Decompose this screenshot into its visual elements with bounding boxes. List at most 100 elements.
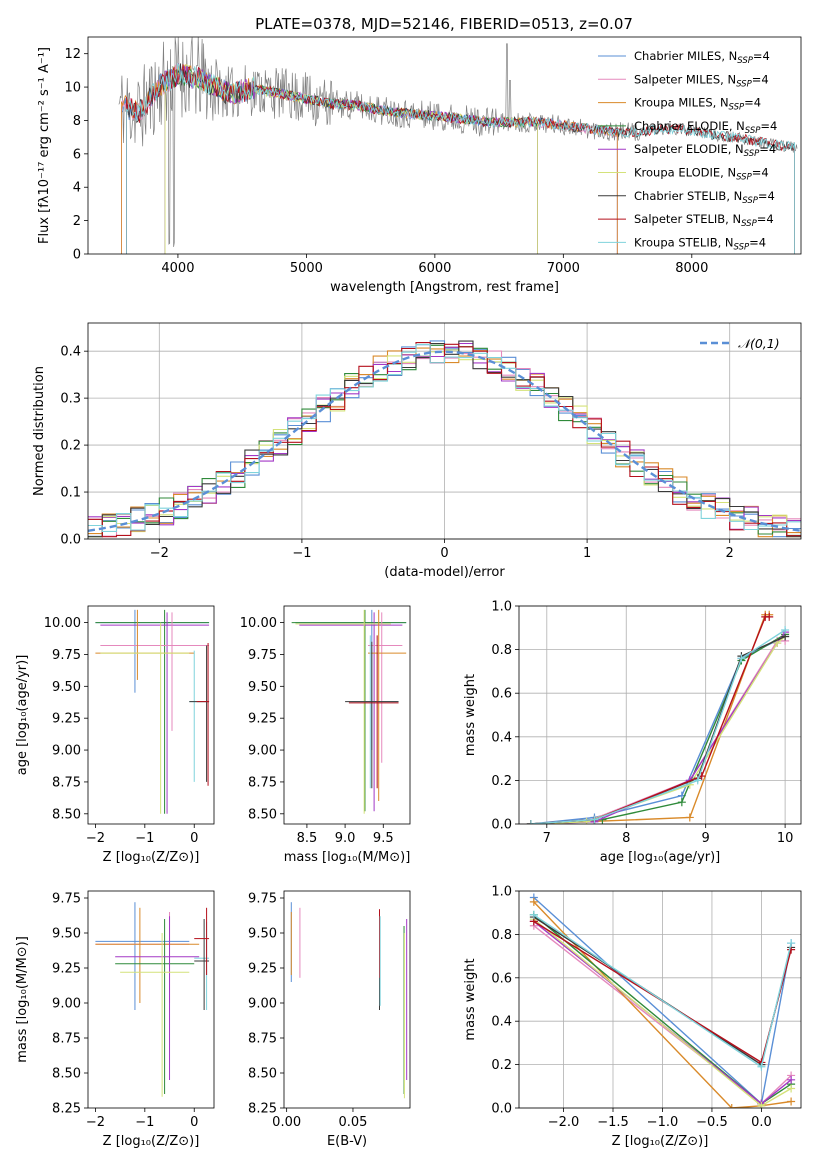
y-tick-label: 0.6 [491,687,512,702]
y-tick-label: 8.50 [52,807,81,822]
weight-curve [533,901,792,1108]
y-tick-label: 9.00 [52,997,81,1012]
y-tick-label: 9.75 [52,892,81,907]
weight-curve [530,614,770,824]
y-tick-label: 9.00 [248,744,277,759]
y-tick-label: 9.50 [52,927,81,942]
y-tick-label: 8.75 [52,1032,81,1047]
residuals-panel: −2 −1 0 1 2 0.0 0.1 0.2 0.3 0.4 (data-model)/error… [32,322,802,580]
x-axis-label: mass [log₁₀(M/M⊙)] [284,850,411,865]
x-tick-label: −1.5 [597,1115,629,1130]
spectrum-panel: 4000 5000 6000 7000 8000 0 2 4 6 8 10 12 wavelength … [37,36,802,295]
x-tick-label: 8.5 [297,831,318,846]
axis-ticks: 7 8 9 10 0.0 0.2 0.4 0.6 0.8 1.0 [491,600,793,847]
y-tick-label: 8.75 [248,1032,277,1047]
weight-marker [787,1097,796,1106]
axes-frame [87,890,215,1109]
x-axis-label: Z [log₁₀(Z/Z⊙)] [612,1134,709,1149]
y-tick-label: 0 [73,248,81,263]
y-axis-label: Flux [fλ10⁻¹⁷ erg cm⁻² s⁻¹ A⁻¹] [37,47,52,244]
x-tick-label: −1 [292,546,311,561]
weight-curve [530,629,786,824]
x-tick-label: 8 [622,831,630,846]
weight-marker [529,910,538,919]
legend-label: Chabrier MILES, NSSP=4 [634,49,770,66]
age-vs-metallicity-panel: −2 −1 0 8.50 8.75 9.00 9.25 9.50 9.75 10.00 Z [log… [15,605,215,865]
y-tick-label: 0.8 [491,643,512,658]
weight-marker [781,625,790,634]
weight-marker [693,776,702,785]
axes-frame [87,605,215,825]
y-tick-label: 0.0 [491,818,512,833]
x-tick-label: −2 [86,831,105,846]
plot-area [118,37,798,254]
x-axis-label: E(B-V) [327,1134,367,1149]
x-tick-label: −1 [135,831,154,846]
axis-ticks: −2 −1 0 8.50 8.75 9.00 9.25 9.50 9.75 10.00 [44,616,199,846]
x-tick-label: 4000 [161,261,194,276]
y-tick-label: 6 [73,147,81,162]
y-tick-label: 9.75 [248,892,277,907]
x-axis-label: Z [log₁₀(Z/Z⊙)] [103,1134,200,1149]
y-axis-label: age [log₁₀(age/yr)] [15,655,30,776]
x-axis-label: (data-model)/error [384,565,505,580]
y-tick-label: 9.25 [52,962,81,977]
x-tick-label: 0.05 [338,1115,367,1130]
mass-vs-metallicity-panel: −2 −1 0 8.25 8.50 8.75 9.00 9.25 9.50 9.75 Z [log₁… [15,890,215,1149]
plot-area [529,893,796,1108]
x-axis-label: age [log₁₀(age/yr)] [600,850,721,865]
y-tick-label: 0.3 [60,392,81,407]
weight-curve [530,616,770,824]
x-tick-label: −0.5 [696,1115,728,1130]
y-tick-label: 8.50 [248,1067,277,1082]
y-tick-label: 0.2 [491,774,512,789]
plot-area [88,340,801,538]
weight-marker [757,1062,766,1071]
spectrum-legend: Chabrier MILES, NSSP=4 Salpeter MILES, NS… [598,49,777,252]
legend-label: Kroupa STELIB, NSSP=4 [634,235,766,252]
grid-lines [519,605,801,825]
y-tick-label: 0.1 [60,486,81,501]
y-tick-label: 9.00 [248,997,277,1012]
weight-marker [757,1101,766,1108]
x-tick-label: 5000 [290,261,323,276]
mass-vs-extinction-panel: 0.00 0.05 8.25 8.50 8.75 9.00 9.25 9.50 9.75 E(B-… [248,890,411,1149]
x-tick-label: 7 [543,831,551,846]
x-axis-label: Z [log₁₀(Z/Z⊙)] [103,850,200,865]
y-tick-label: 9.50 [248,927,277,942]
y-tick-label: 9.25 [248,712,277,727]
legend-label: Kroupa ELODIE, NSSP=4 [634,166,769,183]
y-tick-label: 8.75 [52,775,81,790]
plot-area [526,610,790,824]
x-tick-label: 6000 [418,261,451,276]
legend-label: Kroupa MILES, NSSP=4 [634,96,761,113]
legend-label: Salpeter STELIB, NSSP=4 [634,212,774,229]
y-tick-label: 8.50 [52,1067,81,1082]
x-tick-label: 10 [777,831,794,846]
y-tick-label: 9.25 [52,712,81,727]
y-tick-label: 2 [73,214,81,229]
y-tick-label: 0.0 [60,533,81,548]
y-axis-label: mass [log₁₀(M/M⊙)] [15,936,30,1063]
x-tick-label: 2 [726,546,734,561]
plot-area [291,609,407,814]
weight-marker [582,817,591,824]
age-vs-mass-panel: 8.5 9.0 9.5 8.50 8.75 9.00 9.25 9.50 9.75 10.00 ma… [240,605,411,865]
figure-title: PLATE=0378, MJD=52146, FIBERID=0513, z=0… [255,15,633,33]
weight-marker [787,1084,796,1093]
x-axis-label: wavelength [Angstrom, rest frame] [330,280,559,295]
x-tick-label: 9.0 [335,831,356,846]
legend-label: Chabrier STELIB, NSSP=4 [634,189,775,206]
weight-marker [529,897,538,906]
axis-ticks: 4000 5000 6000 7000 8000 0 2 4 6 8 10 12 [64,47,708,276]
x-tick-label: −2 [150,546,169,561]
y-tick-label: 0.0 [491,1102,512,1117]
y-tick-label: 9.50 [248,680,277,695]
weight-marker [765,612,774,621]
weight-marker [590,815,599,824]
y-tick-label: 0.4 [60,345,81,360]
y-tick-label: 9.75 [248,648,277,663]
axis-ticks: −2 −1 0 8.25 8.50 8.75 9.00 9.25 9.50 9.75 [52,892,198,1131]
weight-marker [727,1104,736,1108]
